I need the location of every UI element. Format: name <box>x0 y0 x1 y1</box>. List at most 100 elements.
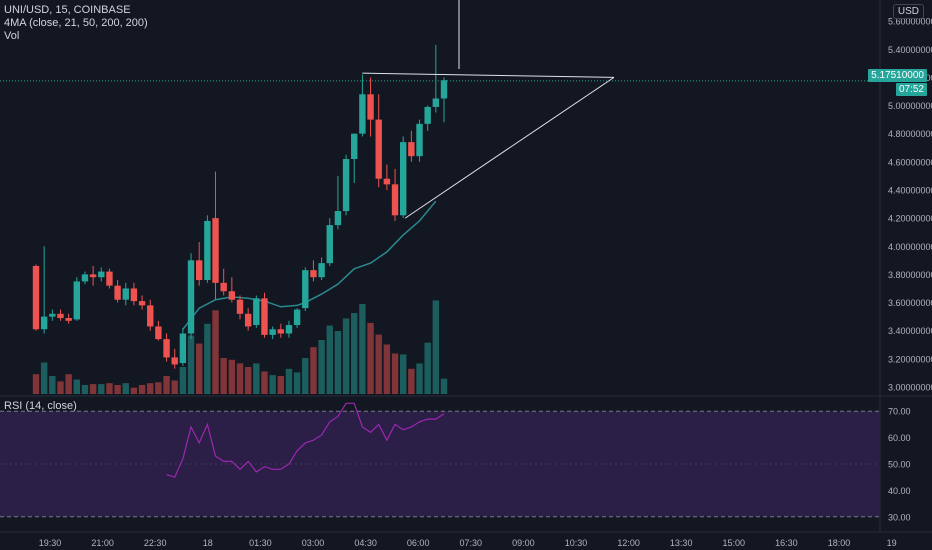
time-tick-label: 18:00 <box>828 538 851 548</box>
candle <box>204 215 211 283</box>
candle <box>269 326 276 340</box>
candle <box>416 119 423 162</box>
volume-bar <box>326 325 333 394</box>
candle-body <box>65 318 72 321</box>
candle <box>228 277 236 303</box>
rsi-legend: RSI (14, close) <box>4 400 77 413</box>
candle-body <box>196 260 203 281</box>
candle <box>293 308 301 328</box>
price-tick-label: 3.20000000 <box>888 354 932 364</box>
volume-bar <box>106 383 113 394</box>
candle-body <box>106 271 113 286</box>
time-tick-label: 10:30 <box>565 538 588 548</box>
candle-body <box>334 211 342 226</box>
candle <box>432 45 440 113</box>
candle <box>155 320 162 341</box>
volume-bar <box>400 354 407 394</box>
time-tick-label: 19:30 <box>39 538 62 548</box>
volume-bar <box>310 347 317 394</box>
candle <box>196 242 203 286</box>
candle <box>236 295 244 320</box>
volume-bar <box>440 378 448 394</box>
moving-average-legend[interactable]: 4MA (close, 21, 50, 200, 200) <box>4 17 148 29</box>
candle-body <box>367 94 374 120</box>
volume-bar <box>114 385 121 394</box>
candle <box>351 133 358 183</box>
volume-bar <box>130 387 138 394</box>
candle <box>400 136 407 219</box>
rsi-title[interactable]: RSI (14, close) <box>4 400 77 412</box>
symbol-title[interactable]: UNI/USD, 15, COINBASE <box>4 4 131 16</box>
volume-bar <box>204 323 211 394</box>
volume-bar <box>32 374 40 394</box>
candle <box>114 280 121 303</box>
candle-body <box>138 301 146 306</box>
price-tick-label: 3.80000000 <box>888 270 932 280</box>
triangle-lower-line <box>404 76 615 219</box>
candle <box>138 295 146 310</box>
candle <box>253 295 260 328</box>
candle <box>73 277 80 321</box>
volume-bar <box>122 383 129 394</box>
candle-body <box>277 329 284 334</box>
candle <box>122 282 129 306</box>
candle-body <box>400 142 407 216</box>
volume-bar <box>334 331 342 394</box>
candle <box>277 323 284 338</box>
candle <box>220 268 227 296</box>
currency-button[interactable]: USD <box>892 4 924 19</box>
candle-body <box>269 329 276 335</box>
price-tick-label: 3.00000000 <box>888 382 932 392</box>
time-tick-label: 22:30 <box>144 538 167 548</box>
volume-bar <box>49 376 56 394</box>
candle-body <box>432 98 440 107</box>
volume-bar <box>187 335 195 394</box>
volume-bar <box>424 342 431 394</box>
volume-bar <box>155 382 162 394</box>
price-tick-label: 4.60000000 <box>888 157 932 167</box>
time-tick-label: 03:00 <box>302 538 325 548</box>
candle-body <box>285 325 293 334</box>
time-tick-label: 15:00 <box>723 538 746 548</box>
candle <box>383 164 391 190</box>
volume-bar <box>359 304 366 394</box>
candle-body <box>440 80 448 99</box>
volume-legend[interactable]: Vol <box>4 30 20 42</box>
price-tick-label: 4.00000000 <box>888 242 932 252</box>
candle <box>212 171 219 300</box>
candle-body <box>155 326 162 340</box>
candle-body <box>220 282 227 292</box>
candle <box>285 320 293 338</box>
volume-bar <box>285 368 293 394</box>
candle <box>375 94 382 188</box>
volume-bar <box>81 385 89 394</box>
volume-bar <box>40 362 48 394</box>
volume-bar <box>147 383 154 394</box>
candle-body <box>187 260 195 334</box>
candle <box>65 313 72 324</box>
volume-bar <box>57 381 64 394</box>
volume-bar <box>73 379 80 394</box>
rsi-tick-label: 30.00 <box>888 512 911 522</box>
last-price-tag: 5.17510000 <box>868 69 927 82</box>
price-tick-label: 4.40000000 <box>888 185 932 195</box>
candle <box>57 309 64 321</box>
candle-body <box>351 133 358 160</box>
volume-bar <box>375 334 382 394</box>
candle <box>89 265 97 286</box>
candle-body <box>391 184 399 216</box>
candle <box>32 264 40 331</box>
candle-body <box>228 291 236 300</box>
candle-body <box>383 178 391 185</box>
candle <box>424 105 431 131</box>
candle-body <box>89 274 97 278</box>
volume-bar <box>416 363 423 394</box>
candle-body <box>73 281 80 320</box>
time-tick-label: 07:30 <box>460 538 483 548</box>
candle-body <box>49 313 56 317</box>
candle <box>261 292 268 338</box>
time-tick-label: 12:00 <box>617 538 640 548</box>
volume-bar <box>228 359 236 394</box>
candle-body <box>212 218 219 283</box>
